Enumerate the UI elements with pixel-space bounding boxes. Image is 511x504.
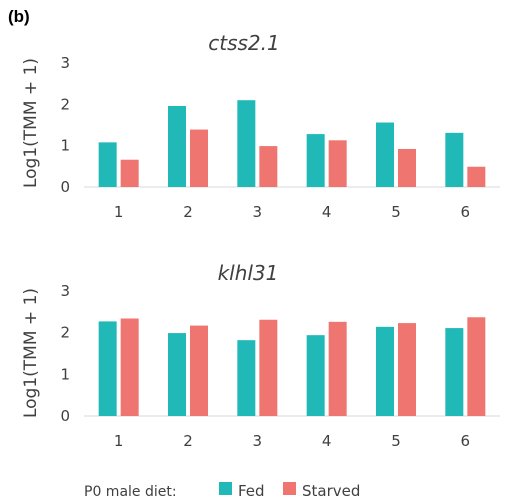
x-tick-label: 5: [391, 432, 401, 450]
legend-label-starved: Starved: [302, 482, 360, 500]
x-tick-label: 3: [253, 203, 263, 221]
y-tick-label: 3: [60, 282, 70, 300]
bar-fed-4: [306, 134, 325, 187]
x-tick-label: 4: [322, 203, 332, 221]
bar-starved-1: [120, 159, 139, 187]
y-tick-label: 2: [60, 324, 70, 342]
bar-fed-3: [237, 340, 256, 416]
chart-title: ctss2.1: [208, 31, 279, 55]
legend-swatch-starved: [283, 482, 296, 495]
bar-starved-2: [190, 129, 208, 187]
x-tick-label: 4: [322, 432, 332, 450]
y-tick-label: 2: [60, 95, 70, 113]
bar-fed-2: [168, 333, 186, 416]
x-tick-label: 1: [114, 432, 124, 450]
bar-starved-3: [259, 319, 278, 416]
y-tick-label: 1: [60, 365, 70, 383]
legend: P0 male diet: Fed Starved: [84, 482, 360, 500]
bar-fed-5: [376, 326, 394, 416]
chart-klhl31: klhl31 Log1(TMM + 1) 0 1 2 3 1 2 3 4 5 6: [21, 261, 500, 450]
bar-fed-6: [445, 132, 464, 187]
bar-starved-4: [328, 140, 347, 187]
y-axis-label: Log1(TMM + 1): [21, 58, 41, 188]
bar-fed-1: [98, 321, 117, 416]
legend-title: P0 male diet:: [84, 484, 177, 500]
bar-starved-6: [467, 166, 486, 187]
bar-starved-3: [259, 146, 278, 187]
y-tick-label: 0: [60, 178, 70, 196]
bar-starved-5: [398, 323, 416, 416]
x-tick-label: 5: [391, 203, 401, 221]
x-tick-label: 2: [183, 203, 193, 221]
chart-title: klhl31: [218, 261, 279, 285]
x-tick-label: 1: [114, 203, 124, 221]
bar-starved-1: [120, 318, 139, 416]
bar-fed-3: [237, 100, 256, 187]
legend-label-fed: Fed: [238, 482, 265, 500]
legend-swatch-fed: [219, 482, 232, 495]
x-tick-label: 3: [253, 432, 263, 450]
y-tick-label: 0: [60, 407, 70, 425]
bar-fed-2: [168, 105, 186, 187]
bar-starved-6: [467, 317, 486, 416]
x-tick-label: 6: [461, 432, 471, 450]
x-tick-label: 2: [183, 432, 193, 450]
y-tick-label: 3: [60, 54, 70, 72]
bar-fed-6: [445, 328, 464, 416]
bar-fed-5: [376, 122, 394, 187]
bar-starved-2: [190, 325, 208, 416]
bar-fed-4: [306, 335, 325, 416]
y-tick-label: 1: [60, 137, 70, 155]
panel-label: (b): [8, 7, 30, 26]
bar-starved-4: [328, 321, 347, 416]
y-axis-label: Log1(TMM + 1): [21, 288, 41, 418]
bar-fed-1: [98, 142, 117, 187]
chart-ctss2-1: ctss2.1 Log1(TMM + 1) 0 1 2 3 1 2 3 4 5 6: [21, 31, 500, 221]
bar-starved-5: [398, 148, 416, 187]
x-tick-label: 6: [461, 203, 471, 221]
